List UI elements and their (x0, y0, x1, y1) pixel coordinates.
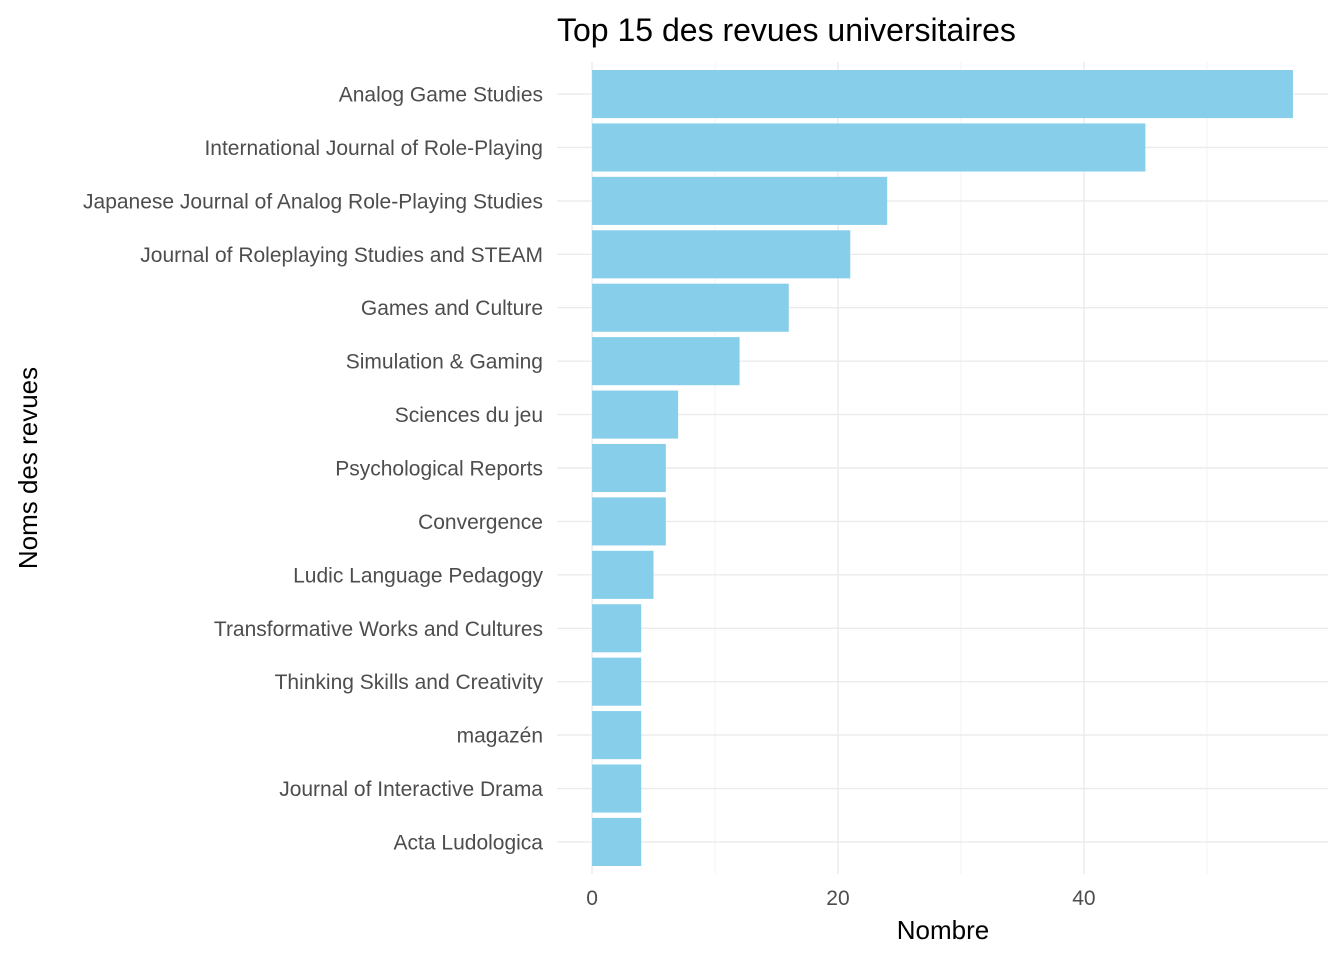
y-tick-label: Convergence (418, 511, 543, 534)
y-tick-label: Journal of Interactive Drama (279, 778, 543, 801)
y-tick-label: International Journal of Role-Playing (204, 137, 543, 160)
y-tick-label: Transformative Works and Cultures (214, 618, 543, 641)
y-tick-label: Simulation & Gaming (346, 351, 543, 374)
bar (592, 70, 1293, 119)
y-tick-label: Ludic Language Pedagogy (293, 564, 543, 587)
y-axis-tick-labels: Analog Game Studies International Journal… (83, 84, 543, 855)
y-tick-label: Japanese Journal of Analog Role-Playing … (83, 190, 543, 213)
y-tick-label: Sciences du jeu (395, 404, 543, 427)
x-tick-label: 40 (1072, 887, 1095, 910)
y-tick-label: Acta Ludologica (394, 831, 544, 854)
x-tick-label: 0 (586, 887, 598, 910)
y-tick-label: Analog Game Studies (339, 84, 543, 107)
bars (592, 70, 1293, 866)
bar (592, 657, 642, 706)
x-axis-tick-labels: 0 20 40 (586, 887, 1095, 910)
bar (592, 711, 642, 760)
y-tick-label: magazén (457, 725, 543, 748)
bar (592, 123, 1146, 172)
bar (592, 443, 666, 493)
bar (592, 817, 642, 866)
bar (592, 497, 666, 546)
bar (592, 764, 642, 813)
chart-title: Top 15 des revues universitaires (557, 12, 1016, 48)
y-tick-label: Thinking Skills and Creativity (275, 671, 544, 694)
bar (592, 283, 789, 332)
y-axis-title: Noms des revues (13, 367, 43, 569)
y-tick-label: Journal of Roleplaying Studies and STEAM (140, 244, 543, 267)
bar (592, 550, 654, 599)
bar (592, 176, 888, 225)
x-axis-title: Nombre (897, 915, 989, 945)
y-tick-label: Games and Culture (361, 297, 543, 320)
x-tick-label: 20 (826, 887, 849, 910)
bar (592, 604, 642, 653)
bar (592, 230, 851, 279)
bar (592, 337, 740, 386)
y-tick-label: Psychological Reports (335, 458, 543, 481)
bar (592, 390, 679, 439)
